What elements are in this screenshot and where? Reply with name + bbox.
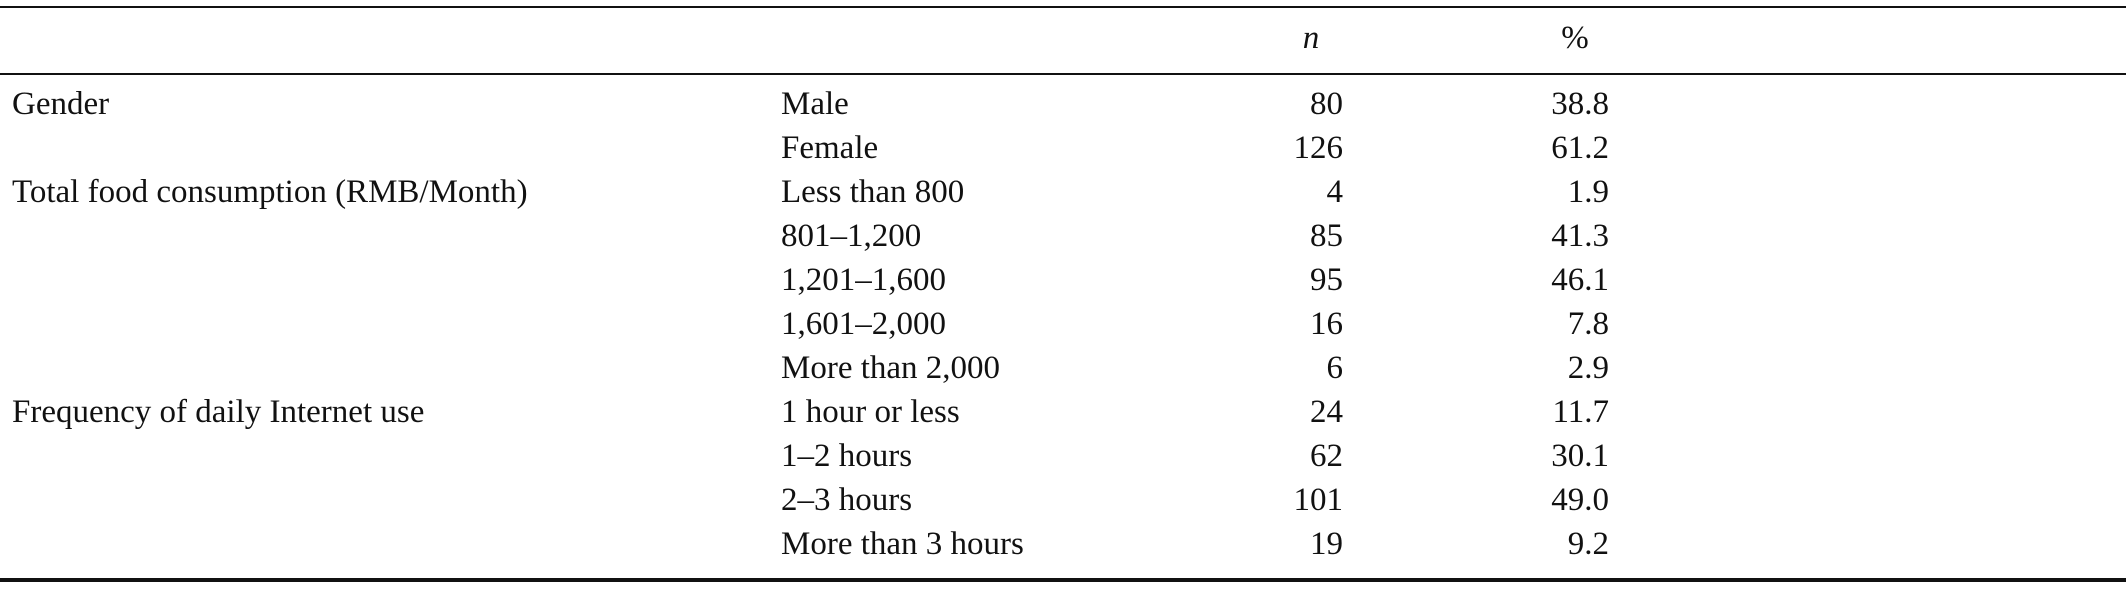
row-count: 4 <box>1326 174 1344 210</box>
table-row: 1,601–2,000 16 7.8 <box>0 302 2126 346</box>
table-row: More than 3 hours 19 9.2 <box>0 522 2126 566</box>
row-category-label: More than 2,000 <box>781 350 1001 386</box>
row-count: 101 <box>1293 482 1344 518</box>
row-count: 19 <box>1310 526 1343 562</box>
row-percent: 38.8 <box>1551 86 1609 122</box>
row-group-label: Gender <box>12 86 110 122</box>
row-percent: 11.7 <box>1552 394 1609 430</box>
table-row: More than 2,000 6 2.9 <box>0 346 2126 390</box>
table-row: 801–1,200 85 41.3 <box>0 214 2126 258</box>
row-percent: 2.9 <box>1567 350 1609 386</box>
row-group-label: Frequency of daily Internet use <box>12 394 425 430</box>
row-percent: 1.9 <box>1567 174 1609 210</box>
row-count: 6 <box>1326 350 1344 386</box>
table-top-rule <box>0 6 2126 8</box>
column-header-n: n <box>1302 20 1320 56</box>
row-category-label: 1,201–1,600 <box>781 262 946 298</box>
row-percent: 46.1 <box>1551 262 1609 298</box>
table-bottom-rule <box>0 578 2126 582</box>
row-count: 126 <box>1293 130 1344 166</box>
table-header-rule <box>0 73 2126 75</box>
table-row: Gender Male 80 38.8 <box>0 82 2126 126</box>
row-category-label: 801–1,200 <box>781 218 922 254</box>
row-category-label: 1,601–2,000 <box>781 306 946 342</box>
row-category-label: More than 3 hours <box>781 526 1024 562</box>
table-row: Female 126 61.2 <box>0 126 2126 170</box>
table-row: 1,201–1,600 95 46.1 <box>0 258 2126 302</box>
row-percent: 9.2 <box>1567 526 1609 562</box>
row-count: 24 <box>1310 394 1343 430</box>
row-percent: 7.8 <box>1567 306 1609 342</box>
table-row: 2–3 hours 101 49.0 <box>0 478 2126 522</box>
table-body: Gender Male 80 38.8 Female 126 61.2 Tota… <box>0 82 2126 566</box>
row-category-label: Female <box>781 130 879 166</box>
row-percent: 41.3 <box>1551 218 1609 254</box>
row-group-label: Total food consumption (RMB/Month) <box>12 174 528 210</box>
table-row: Frequency of daily Internet use 1 hour o… <box>0 390 2126 434</box>
row-category-label: 1–2 hours <box>781 438 913 474</box>
row-category-label: Male <box>781 86 849 122</box>
column-header-percent: % <box>1561 20 1589 56</box>
table-row: Total food consumption (RMB/Month) Less … <box>0 170 2126 214</box>
row-count: 62 <box>1310 438 1343 474</box>
row-category-label: Less than 800 <box>781 174 965 210</box>
row-category-label: 2–3 hours <box>781 482 913 518</box>
table-row: 1–2 hours 62 30.1 <box>0 434 2126 478</box>
row-category-label: 1 hour or less <box>781 394 960 430</box>
row-count: 16 <box>1310 306 1343 342</box>
row-percent: 61.2 <box>1551 130 1609 166</box>
row-percent: 30.1 <box>1551 438 1609 474</box>
row-count: 95 <box>1310 262 1343 298</box>
row-percent: 49.0 <box>1551 482 1609 518</box>
row-count: 85 <box>1310 218 1343 254</box>
row-count: 80 <box>1310 86 1343 122</box>
